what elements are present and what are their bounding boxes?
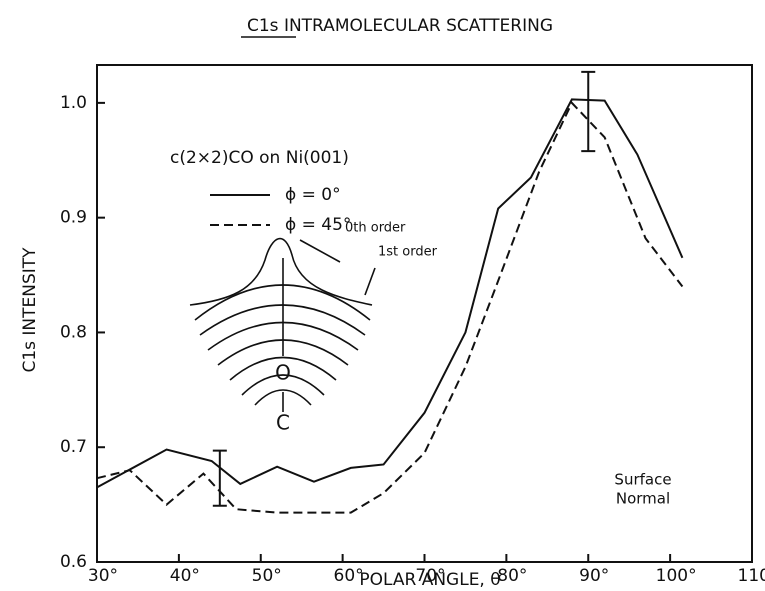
error-bar xyxy=(212,449,227,507)
x-tick-label: 70° xyxy=(415,566,445,586)
x-tick-label: 90° xyxy=(579,566,609,586)
annotation: 0th order xyxy=(345,221,406,236)
y-tick-label: 0.9 xyxy=(60,208,87,228)
annotation: Normal xyxy=(616,490,670,508)
legend-title: c(2×2)CO on Ni(001) xyxy=(170,148,349,168)
error-bar xyxy=(581,70,596,153)
y-axis-label: C1s INTENSITY xyxy=(20,247,40,373)
x-tick-label: 110° xyxy=(738,566,765,586)
legend-label: ϕ = 0° xyxy=(285,185,341,205)
annotation: 1st order xyxy=(378,245,438,260)
x-tick-label: 80° xyxy=(497,566,527,586)
x-tick-label: 60° xyxy=(334,566,364,586)
chart-title: C1s INTRAMOLECULAR SCATTERING xyxy=(247,16,553,36)
y-tick-label: 0.8 xyxy=(60,322,87,342)
x-tick-label: 50° xyxy=(252,566,282,586)
y-tick-label: 0.7 xyxy=(60,437,87,457)
x-tick-label: 100° xyxy=(656,566,697,586)
annotation: C xyxy=(276,411,290,435)
x-tick-label: 40° xyxy=(170,566,200,586)
legend-label: ϕ = 45° xyxy=(285,215,351,235)
wave-diagram xyxy=(189,237,376,412)
y-tick-label: 1.0 xyxy=(60,93,87,113)
annotation: O xyxy=(275,361,291,385)
x-axis-label: POLAR ANGLE, θ xyxy=(359,570,500,590)
x-tick-label: 30° xyxy=(88,566,118,586)
annotation: Surface xyxy=(614,471,671,489)
y-tick-label: 0.6 xyxy=(60,552,87,572)
